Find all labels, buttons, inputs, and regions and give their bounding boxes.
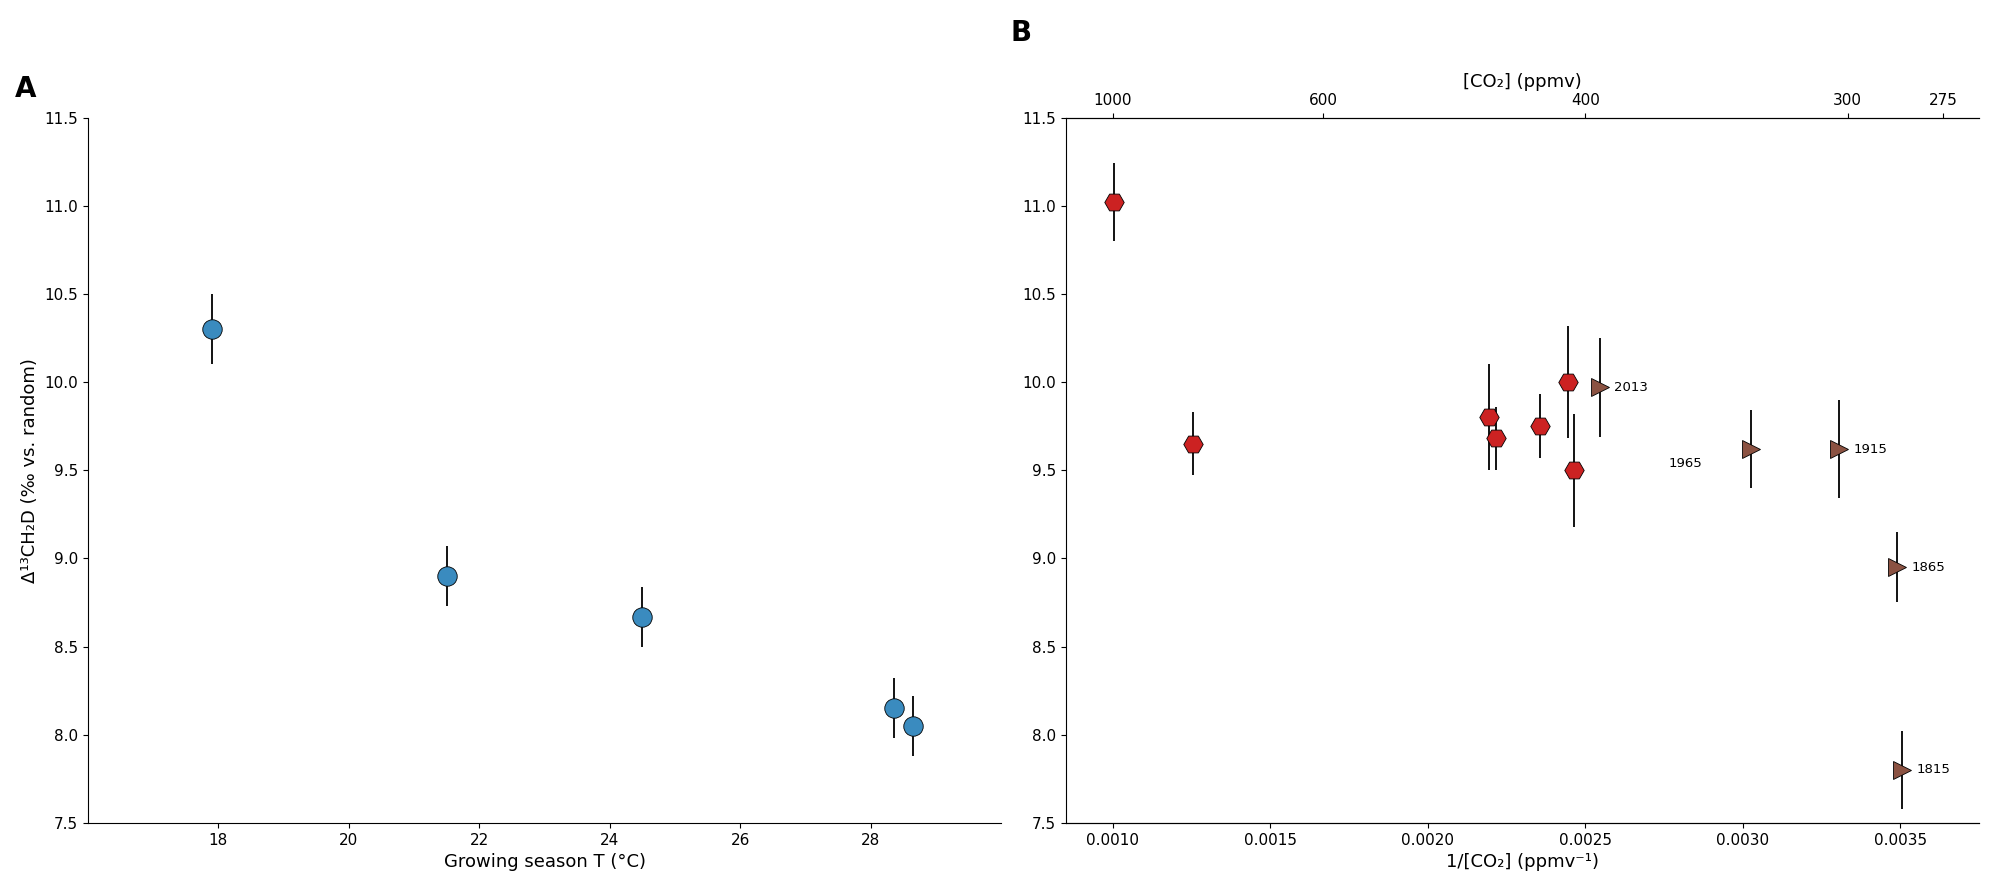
X-axis label: [CO₂] (ppmv): [CO₂] (ppmv)	[1464, 73, 1582, 91]
X-axis label: Growing season T (°C): Growing season T (°C)	[444, 853, 646, 871]
Text: 2013: 2013	[1614, 381, 1648, 394]
X-axis label: 1/[CO₂] (ppmv⁻¹): 1/[CO₂] (ppmv⁻¹)	[1446, 853, 1598, 871]
Text: 1915: 1915	[1854, 442, 1888, 456]
Text: 1965: 1965	[1668, 457, 1702, 470]
Text: A: A	[14, 76, 36, 103]
Text: 1815: 1815	[1916, 764, 1950, 777]
Y-axis label: Δ¹³CH₂D (‰ vs. random): Δ¹³CH₂D (‰ vs. random)	[20, 358, 38, 582]
Text: B: B	[1010, 19, 1032, 47]
Text: 1865: 1865	[1912, 561, 1946, 574]
